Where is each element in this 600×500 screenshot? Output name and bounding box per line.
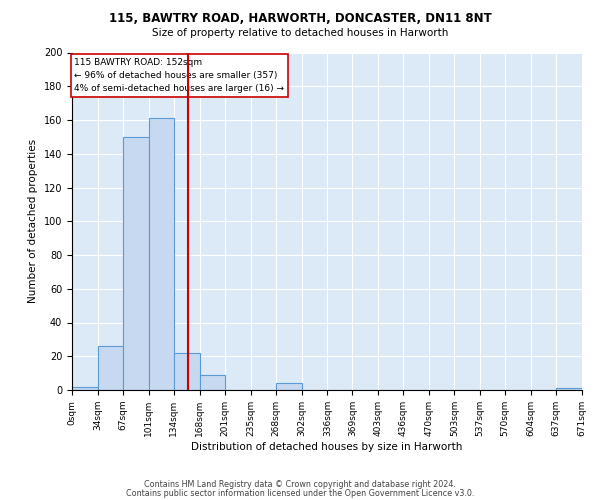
Text: 115, BAWTRY ROAD, HARWORTH, DONCASTER, DN11 8NT: 115, BAWTRY ROAD, HARWORTH, DONCASTER, D… [109,12,491,26]
Text: 115 BAWTRY ROAD: 152sqm
← 96% of detached houses are smaller (357)
4% of semi-de: 115 BAWTRY ROAD: 152sqm ← 96% of detache… [74,58,284,93]
Bar [149,118,174,390]
Bar [98,346,123,390]
Bar [123,137,149,390]
X-axis label: Distribution of detached houses by size in Harworth: Distribution of detached houses by size … [191,442,463,452]
Y-axis label: Number of detached properties: Number of detached properties [28,139,38,304]
Bar [200,375,225,390]
Bar [72,386,98,390]
Bar [174,353,200,390]
Bar [556,388,582,390]
Text: Contains public sector information licensed under the Open Government Licence v3: Contains public sector information licen… [126,488,474,498]
Text: Size of property relative to detached houses in Harworth: Size of property relative to detached ho… [152,28,448,38]
Text: Contains HM Land Registry data © Crown copyright and database right 2024.: Contains HM Land Registry data © Crown c… [144,480,456,489]
Bar [275,383,302,390]
